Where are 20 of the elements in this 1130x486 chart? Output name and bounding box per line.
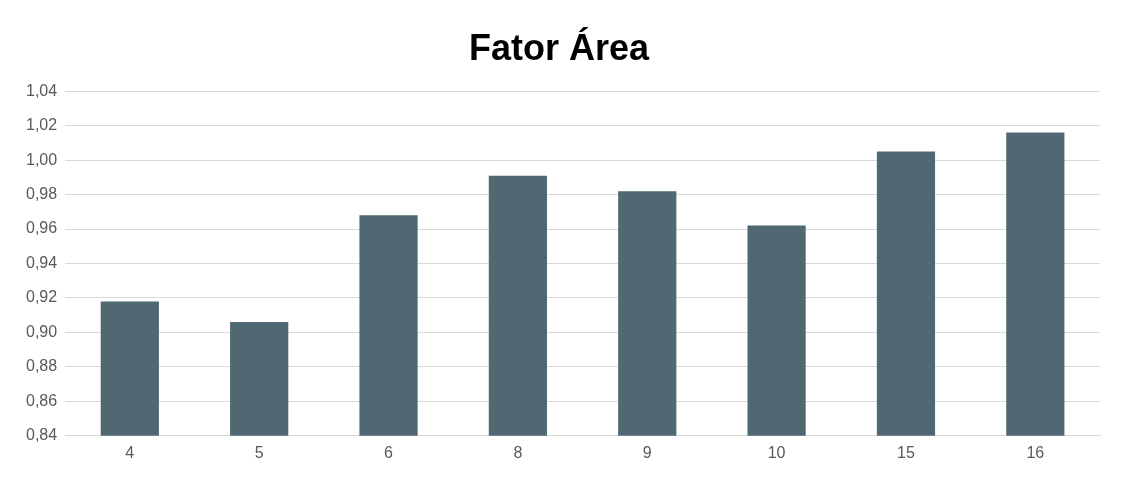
y-tick-label: 0,90	[26, 322, 58, 340]
y-tick-label: 1,04	[26, 81, 58, 99]
x-tick-label: 4	[125, 443, 135, 461]
x-tick-label: 16	[1026, 443, 1045, 461]
x-tick-label: 9	[642, 443, 652, 461]
x-tick-label: 15	[897, 443, 915, 461]
y-tick-label: 0,86	[26, 391, 58, 409]
y-tick-label: 0,88	[26, 357, 58, 375]
y-tick-label: 0,98	[26, 184, 58, 202]
y-tick-label: 0,84	[26, 426, 58, 444]
y-tick-label: 1,00	[26, 150, 58, 168]
y-tick-label: 1,02	[26, 116, 58, 134]
x-tick-label: 6	[384, 443, 394, 461]
y-tick-label: 0,94	[26, 253, 58, 271]
x-tick-label: 8	[513, 443, 523, 461]
x-tick-label: 5	[254, 443, 264, 461]
y-tick-label: 0,96	[26, 219, 58, 237]
y-tick-label: 0,92	[26, 288, 58, 306]
chart-title: Fator Área	[468, 26, 650, 68]
x-tick-label: 10	[767, 443, 786, 461]
